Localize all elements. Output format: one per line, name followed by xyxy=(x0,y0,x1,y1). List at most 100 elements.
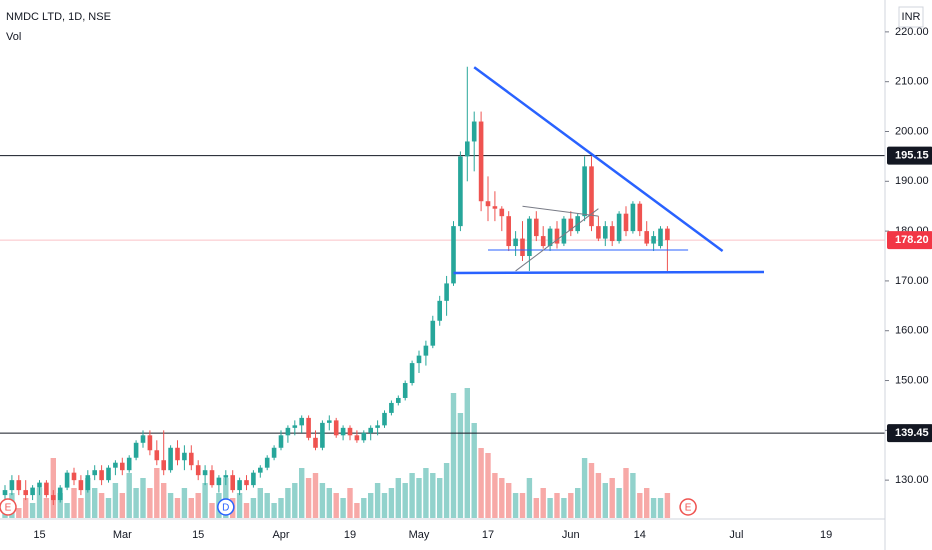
candle-body xyxy=(609,226,615,242)
x-tick-label: 19 xyxy=(820,529,832,541)
candle-body xyxy=(106,467,111,481)
volume-bar xyxy=(285,488,291,518)
y-tick-label: 150.00 xyxy=(895,374,929,386)
volume-bar xyxy=(202,483,208,518)
volume-bar xyxy=(506,483,512,518)
candle-body xyxy=(313,437,318,448)
candle-body xyxy=(230,475,235,491)
volume-bar xyxy=(533,498,539,518)
volume-bar xyxy=(581,458,588,518)
candle-body xyxy=(209,470,215,486)
candle-body xyxy=(147,435,153,451)
candle-body xyxy=(389,402,394,413)
candle-body xyxy=(471,121,477,142)
volume-bar xyxy=(278,498,284,518)
volume-bar xyxy=(161,483,167,518)
candle-body xyxy=(402,383,408,398)
candle-body xyxy=(568,218,574,232)
volume-bar xyxy=(561,498,567,518)
candle-body xyxy=(216,477,222,486)
candle-body xyxy=(333,420,339,436)
volume-bar xyxy=(154,468,160,518)
candle-body xyxy=(202,470,208,476)
volume-bar xyxy=(223,478,229,518)
candle-body xyxy=(340,427,346,436)
candle-body xyxy=(223,475,229,478)
price-tag xyxy=(887,424,932,443)
candle-body xyxy=(85,475,91,491)
candle-body xyxy=(589,166,594,227)
y-tick-label: 190.00 xyxy=(895,175,929,187)
candle-body xyxy=(665,228,670,241)
volume-bar xyxy=(437,478,443,518)
candle-body xyxy=(37,482,42,488)
volume-bar xyxy=(71,488,77,518)
volume-bar xyxy=(57,493,63,518)
volume-bar xyxy=(36,488,43,518)
volume-bar xyxy=(105,498,112,518)
volume-bar xyxy=(174,498,181,518)
volume-bar xyxy=(319,483,326,518)
volume-bar xyxy=(181,488,188,518)
volume-bar xyxy=(381,493,388,518)
candle-body xyxy=(285,427,291,436)
volume-bar xyxy=(250,498,257,518)
volume-bar xyxy=(492,473,498,518)
volume-bar xyxy=(299,468,305,518)
candle-body xyxy=(23,490,28,496)
volume-bar xyxy=(112,483,119,518)
volume-bar xyxy=(126,473,132,518)
volume-bar xyxy=(499,478,505,518)
volume-bar xyxy=(340,498,346,518)
candle-body xyxy=(244,480,249,486)
candle-body xyxy=(444,283,449,301)
volume-label: Vol xyxy=(6,31,21,43)
candle-body xyxy=(561,218,567,244)
event-badge xyxy=(679,498,697,516)
volume-bar xyxy=(50,458,56,518)
candle-body xyxy=(547,228,553,247)
candle-body xyxy=(582,166,587,217)
volume-bar xyxy=(637,493,643,518)
volume-bar xyxy=(512,493,519,518)
candle-body xyxy=(506,216,511,247)
volume-bar xyxy=(209,503,215,518)
candle-body xyxy=(540,236,546,247)
candle-body xyxy=(9,480,15,491)
volume-bar xyxy=(657,498,664,518)
price-tag xyxy=(887,146,932,165)
candle-body xyxy=(271,447,277,458)
candle-body xyxy=(51,495,56,501)
volume-bar xyxy=(623,468,629,518)
trendline xyxy=(473,66,724,253)
volume-bar xyxy=(147,488,153,518)
volume-bar xyxy=(547,498,553,518)
trendline xyxy=(453,270,765,275)
volume-bar xyxy=(64,503,70,518)
y-tick-label: 130.00 xyxy=(895,474,929,486)
candle-body xyxy=(327,420,332,423)
volume-bar xyxy=(630,473,636,518)
candle-body xyxy=(133,442,139,458)
volume-bar xyxy=(443,463,450,518)
candle-body xyxy=(658,228,663,247)
candle-body xyxy=(416,355,422,364)
volume-bar xyxy=(575,488,581,518)
candle-body xyxy=(465,141,470,157)
volume-bar xyxy=(644,488,650,518)
volume-bar xyxy=(354,503,360,518)
y-tick-label: 210.00 xyxy=(895,76,929,88)
x-tick-label: Mar xyxy=(113,529,132,541)
volume-bar xyxy=(167,493,174,518)
candle-body xyxy=(603,226,608,239)
x-tick-label: 14 xyxy=(634,529,646,541)
volume-bar xyxy=(471,423,477,518)
x-tick-label: Apr xyxy=(272,529,289,541)
volume-bar xyxy=(416,478,422,518)
volume-bar xyxy=(595,473,602,518)
candle-body xyxy=(644,231,649,244)
volume-bar xyxy=(478,448,484,518)
event-label: D xyxy=(222,503,229,514)
volume-bar xyxy=(568,493,574,518)
